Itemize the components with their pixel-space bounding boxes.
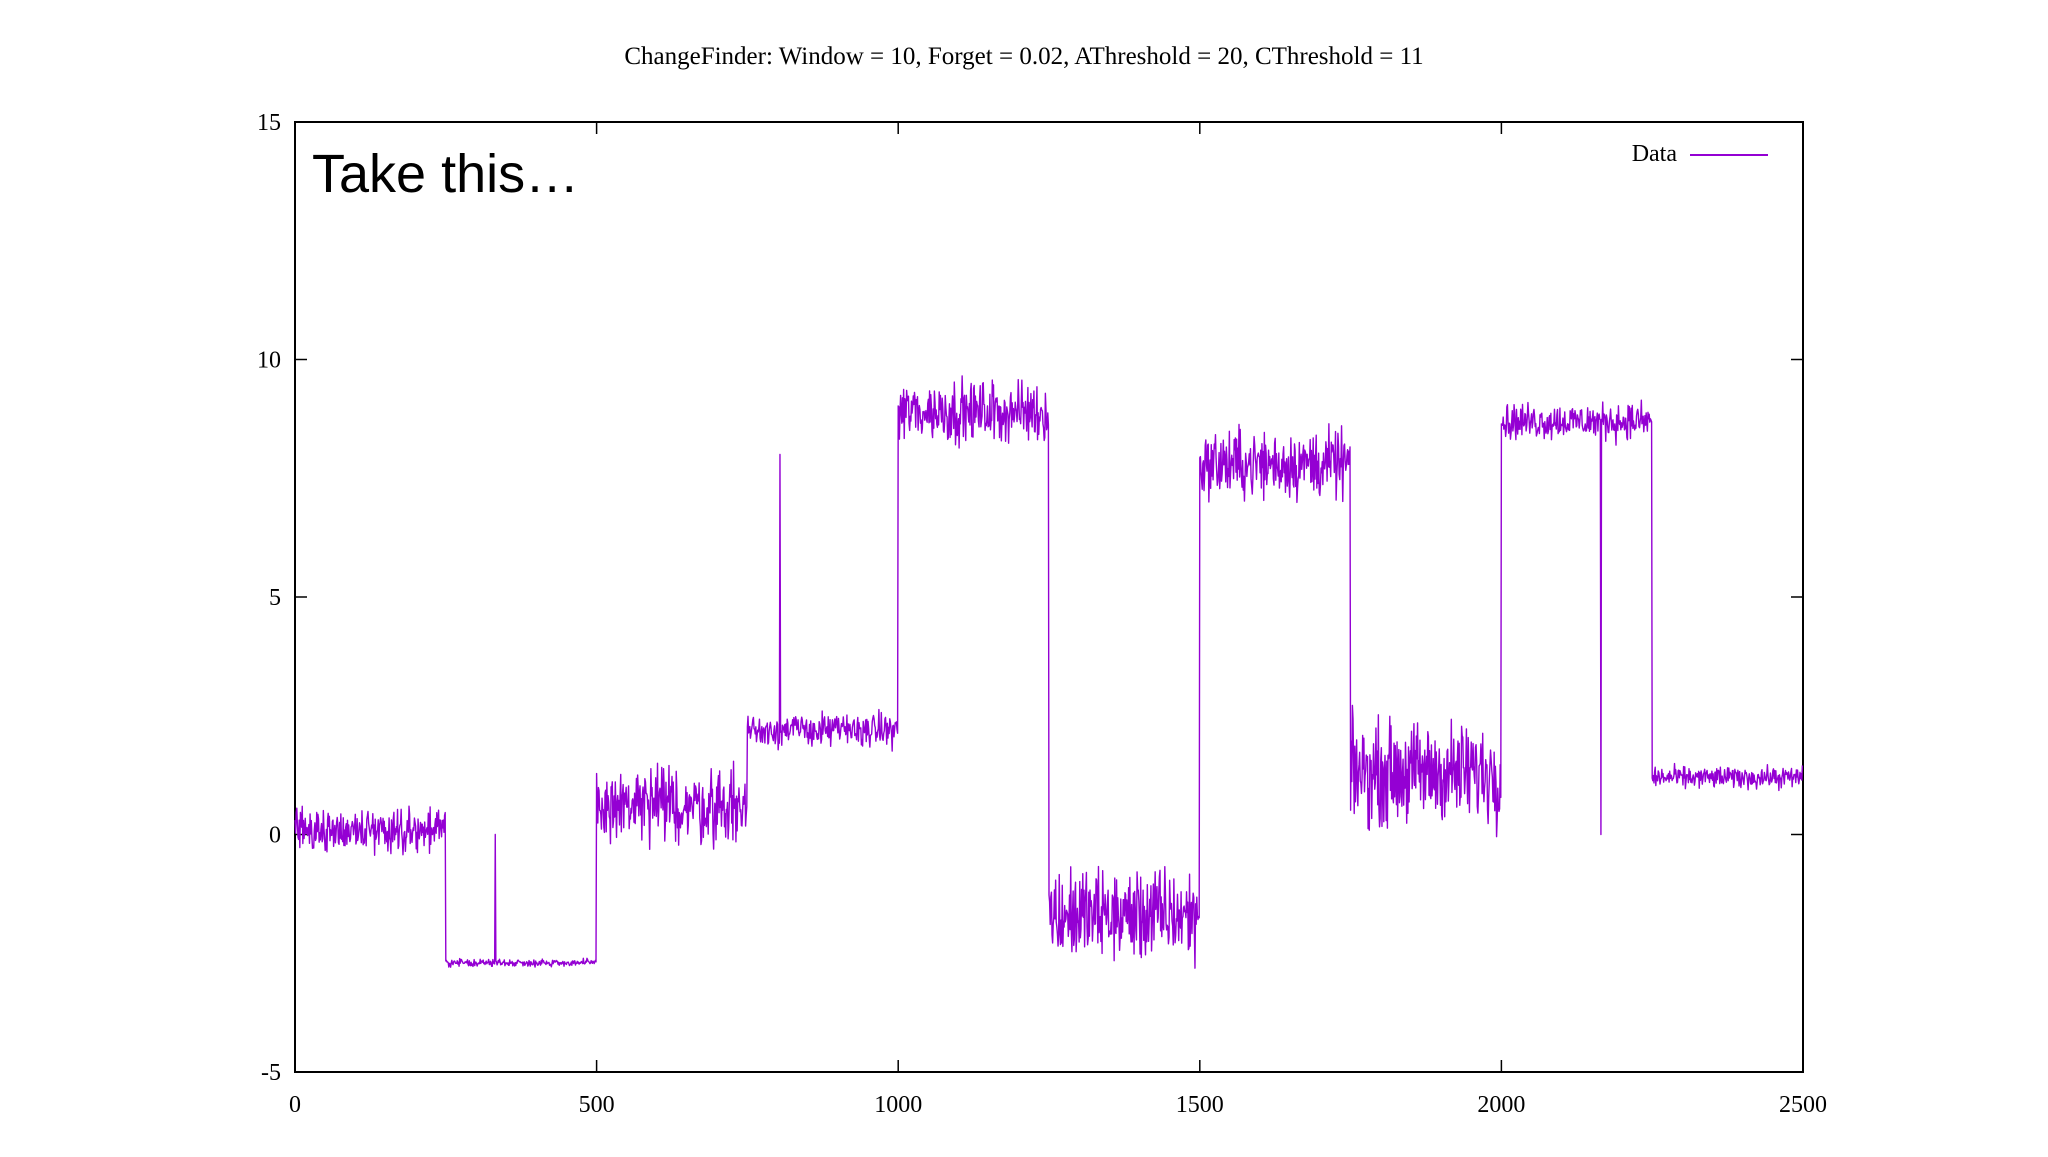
series-line-data: [294, 375, 1804, 969]
y-tick-label: 10: [257, 348, 281, 374]
x-tick-label: 2500: [1779, 1092, 1827, 1118]
x-tick-label: 1500: [1176, 1092, 1224, 1118]
series-layer: [294, 375, 1804, 969]
x-tick-label: 500: [579, 1092, 615, 1118]
y-tick-label: 5: [269, 585, 281, 611]
y-tick-label: 0: [269, 823, 281, 849]
x-tick-label: 2000: [1477, 1092, 1525, 1118]
x-tick-label: 0: [289, 1092, 301, 1118]
y-tick-label: 15: [257, 110, 281, 136]
y-tick-label: -5: [261, 1060, 281, 1086]
legend-label-data: Data: [1632, 141, 1678, 167]
x-tick-label: 1000: [874, 1092, 922, 1118]
annotation-text: Take this…: [312, 144, 579, 204]
chart-title: ChangeFinder: Window = 10, Forget = 0.02…: [624, 43, 1423, 70]
legend: Data: [1632, 141, 1768, 167]
axes: 0 500 1000 1500 2000 2500 -5 0 5 10 15: [257, 110, 1827, 1118]
